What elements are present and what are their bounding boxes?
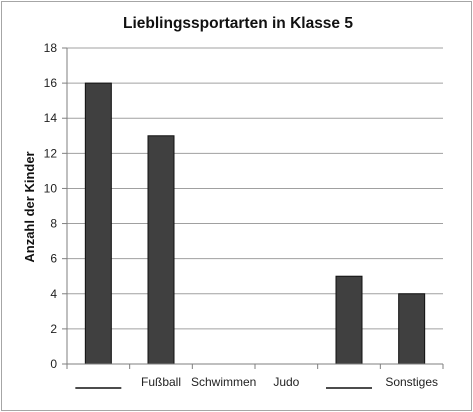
y-tick-label: 2 (50, 322, 57, 336)
y-tick-label: 18 (44, 41, 58, 55)
y-tick-label: 6 (50, 252, 57, 266)
y-tick-label: 0 (50, 357, 57, 371)
x-category-label: Judo (273, 375, 299, 389)
y-tick-label: 16 (44, 76, 58, 90)
x-category-label: Sonstiges (385, 375, 438, 389)
y-tick-label: 4 (50, 287, 57, 301)
bar (84, 82, 112, 365)
chart-title: Lieblingssportarten in Klasse 5 (123, 15, 353, 32)
y-tick-label: 8 (50, 217, 57, 231)
y-axis-label: Anzahl der Kinder (22, 151, 37, 262)
y-tick-labels: 0 2 4 6 8 10 12 14 16 18 (44, 41, 58, 371)
bars (84, 82, 426, 365)
bar (398, 293, 426, 365)
x-tick-labels: Fußball Schwimmen Judo Sonstiges (75, 375, 438, 389)
y-tick-label: 10 (44, 181, 58, 195)
bar (335, 275, 363, 365)
y-tick-label: 14 (44, 111, 58, 125)
bar (147, 135, 175, 365)
x-category-label: Fußball (141, 375, 181, 389)
y-tick-label: 12 (44, 146, 58, 160)
x-category-label: Schwimmen (191, 375, 256, 389)
axes (62, 47, 444, 369)
gridlines (67, 47, 443, 330)
